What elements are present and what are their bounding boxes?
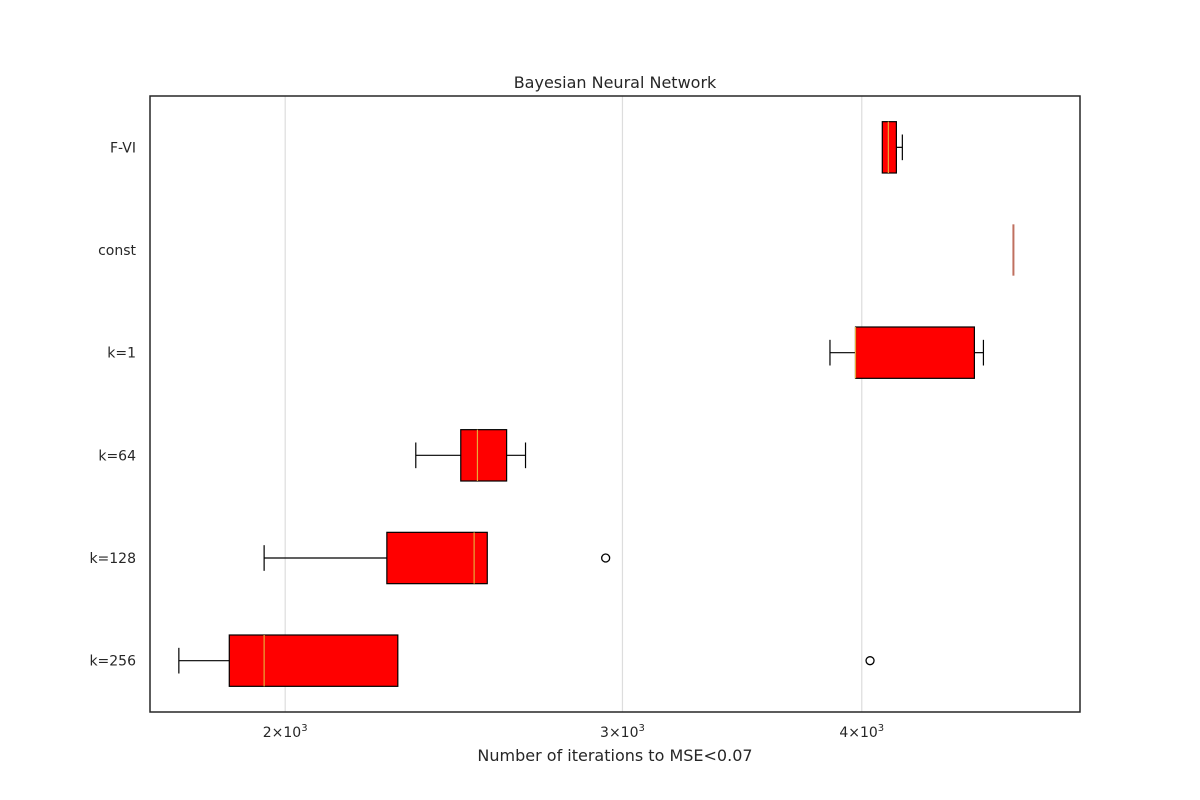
category-labels: F-VI const k=1 k=64 k=128 k=256 xyxy=(89,140,136,669)
box-iqr xyxy=(460,429,508,482)
box-layer xyxy=(178,121,1015,687)
box-iqr xyxy=(386,531,488,585)
category-label: k=1 xyxy=(107,346,136,362)
box-group-k=64 xyxy=(415,429,527,482)
x-tick-label: 2×103 xyxy=(263,723,308,741)
category-label: k=256 xyxy=(89,654,136,670)
category-label: k=64 xyxy=(98,448,136,464)
x-axis-label: Number of iterations to MSE<0.07 xyxy=(477,746,752,765)
x-tick-label: 3×103 xyxy=(600,723,645,741)
box-group-k=256 xyxy=(178,634,875,687)
chart-title: Bayesian Neural Network xyxy=(514,73,717,92)
plot-frame xyxy=(149,95,1081,713)
box-iqr xyxy=(881,121,897,174)
box-iqr xyxy=(228,634,399,687)
box-group-F-VI xyxy=(881,121,903,174)
category-label: F-VI xyxy=(110,140,136,156)
outlier-point xyxy=(865,656,875,666)
box-group-k=128 xyxy=(263,531,611,585)
grid-layer xyxy=(284,96,863,712)
x-tick-labels: 2×103 3×103 4×103 xyxy=(263,723,884,741)
box-group-k=1 xyxy=(829,326,985,379)
outlier-point xyxy=(601,553,611,563)
category-label: const xyxy=(98,243,136,259)
category-label: k=128 xyxy=(89,551,136,567)
box-iqr xyxy=(854,326,975,379)
x-tick-label: 4×103 xyxy=(839,723,884,741)
